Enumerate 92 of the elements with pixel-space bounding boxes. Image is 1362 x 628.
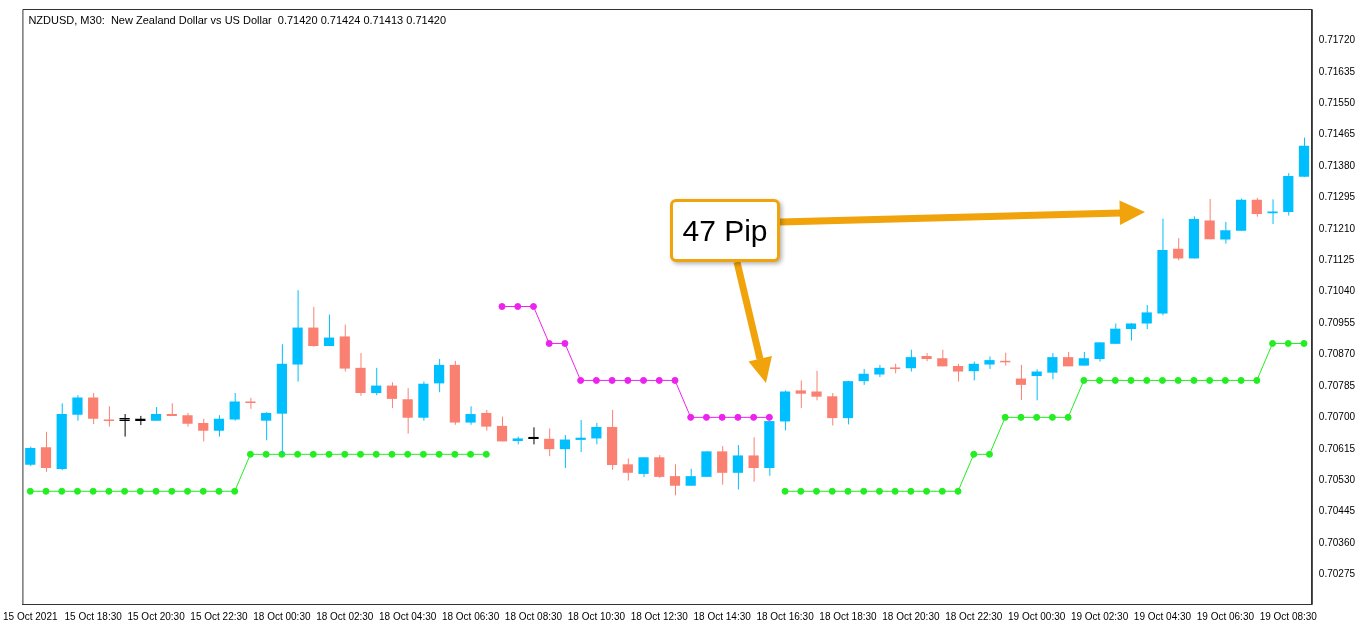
x-tick-label: 18 Oct 00:30: [253, 610, 311, 622]
point: [718, 413, 726, 421]
candlestick: [732, 444, 743, 490]
candlestick: [166, 402, 177, 417]
candlestick: [717, 445, 728, 486]
point: [514, 303, 522, 310]
x-tick-label: 15 Oct 18:30: [64, 610, 123, 622]
candlestick: [229, 392, 240, 422]
point: [545, 339, 553, 347]
x-tick-label: 15 Oct 20:30: [127, 610, 186, 622]
candlestick: [952, 363, 964, 383]
y-tick-label: 0.71125: [1318, 254, 1355, 266]
x-tick-label: 18 Oct 20:30: [882, 610, 940, 622]
candlestick: [795, 379, 806, 409]
y-tick-label: 0.70360: [1318, 536, 1356, 548]
candlestick: [88, 392, 99, 425]
candlestick: [339, 324, 350, 373]
x-tick-label: 18 Oct 12:30: [630, 610, 689, 622]
x-tick-label: 18 Oct 16:30: [756, 610, 815, 622]
x-tick-label: 19 Oct 00:30: [1008, 610, 1066, 622]
candlestick: [182, 412, 193, 428]
candlestick: [465, 405, 476, 426]
point: [624, 376, 632, 384]
y-tick-label: 0.71550: [1318, 96, 1356, 108]
point: [577, 376, 585, 384]
point: [498, 303, 506, 310]
candlestick: [1141, 304, 1152, 330]
x-tick-label: 19 Oct 06:30: [1196, 610, 1255, 622]
y-tick-label: 0.70870: [1318, 348, 1356, 360]
candlestick: [1078, 351, 1089, 367]
x-tick-label: 15 Oct 22:30: [190, 610, 249, 622]
x-tick-label: 18 Oct 08:30: [504, 610, 563, 622]
candlestick: [198, 418, 209, 442]
point: [750, 413, 758, 421]
candlestick: [638, 456, 649, 478]
candlestick: [921, 352, 932, 362]
x-tick-label: 18 Oct 06:30: [441, 610, 500, 622]
point: [655, 376, 663, 384]
y-tick-label: 0.70955: [1318, 316, 1356, 328]
point: [592, 376, 600, 384]
candlestick: [402, 387, 413, 435]
x-tick-label: 18 Oct 10:30: [567, 610, 626, 622]
y-tick-label: 0.71040: [1318, 285, 1356, 297]
x-tick-label: 18 Oct 02:30: [316, 610, 374, 622]
y-tick-label: 0.70615: [1318, 442, 1356, 454]
candlestick: [25, 446, 36, 467]
candlestick: [669, 463, 681, 496]
y-tick-label: 0.71295: [1318, 191, 1356, 203]
x-tick-label: 19 Oct 02:30: [1070, 610, 1129, 622]
point: [671, 376, 679, 384]
candlestick: [150, 406, 162, 422]
candlestick: [119, 413, 131, 438]
point: [765, 413, 773, 421]
candlestick: [261, 411, 272, 441]
y-tick-label: 0.70700: [1318, 411, 1356, 423]
point: [687, 413, 695, 421]
x-tick-label: 18 Oct 04:30: [379, 610, 437, 622]
x-tick-label: 19 Oct 04:30: [1133, 610, 1192, 622]
candlestick: [984, 355, 995, 370]
y-tick-label: 0.70445: [1318, 505, 1356, 517]
point: [561, 339, 569, 347]
y-tick-label: 0.71635: [1318, 65, 1356, 77]
y-tick-label: 0.70530: [1318, 473, 1356, 485]
point: [529, 303, 537, 310]
annotation: 47 Pip: [670, 199, 780, 262]
candlestick: [701, 450, 712, 478]
y-tick-label: 0.71720: [1318, 34, 1356, 46]
y-tick-label: 0.70785: [1318, 379, 1356, 391]
x-tick-label: 19 Oct 08:30: [1259, 610, 1318, 622]
x-tick-label: 18 Oct 18:30: [819, 610, 878, 622]
candlestick: [1047, 352, 1058, 380]
y-tick-label: 0.70275: [1318, 568, 1356, 580]
chart-title: NZDUSD, M30: New Zealand Dollar vs US Dollar 0.71420 0.71424 0.71413 0.71420: [28, 13, 447, 26]
candlestick: [72, 394, 83, 422]
y-tick-label: 0.71380: [1318, 159, 1356, 171]
x-tick-label: 18 Oct 22:30: [945, 610, 1003, 622]
y-tick-label: 0.71210: [1318, 222, 1356, 234]
point: [734, 413, 742, 421]
x-tick-label: 18 Oct 14:30: [693, 610, 752, 622]
point: [702, 413, 710, 421]
y-tick-label: 0.71465: [1318, 128, 1356, 140]
candlestick: [622, 457, 633, 482]
candlestick: [245, 397, 256, 410]
candlestick: [1094, 341, 1105, 363]
candlestick: [890, 363, 901, 374]
candlestick: [874, 364, 885, 378]
x-tick-label: 15 Oct 2021: [3, 610, 58, 622]
candlestick: [654, 454, 665, 479]
candlestick: [685, 468, 696, 487]
point: [640, 376, 648, 384]
candlestick: [481, 409, 492, 432]
point: [608, 376, 616, 384]
